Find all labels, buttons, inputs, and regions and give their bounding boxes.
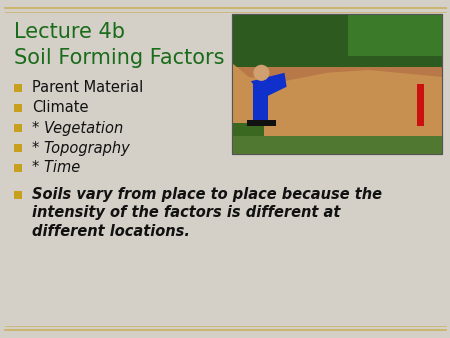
Text: Lecture 4b: Lecture 4b	[14, 22, 125, 42]
Circle shape	[254, 66, 269, 80]
Bar	[14, 191, 22, 199]
Text: * Time: * Time	[32, 161, 80, 175]
Text: intensity of the factors is different at: intensity of the factors is different at	[32, 206, 340, 220]
Bar	[232, 136, 442, 154]
Bar	[14, 124, 22, 132]
Text: Climate: Climate	[32, 100, 89, 116]
Bar	[232, 14, 442, 154]
Bar	[232, 14, 442, 67]
Bar	[232, 14, 442, 154]
Polygon shape	[232, 63, 442, 154]
Polygon shape	[251, 73, 287, 98]
Text: different locations.: different locations.	[32, 223, 190, 239]
Bar	[247, 120, 276, 126]
Bar	[14, 104, 22, 112]
Text: Soil Forming Factors: Soil Forming Factors	[14, 48, 225, 68]
Bar	[14, 84, 22, 92]
Bar	[347, 14, 442, 56]
Bar	[14, 164, 22, 172]
Text: * Vegetation: * Vegetation	[32, 121, 123, 136]
Text: Parent Material: Parent Material	[32, 80, 143, 96]
Bar	[253, 81, 268, 126]
Bar	[417, 84, 424, 126]
Text: Soils vary from place to place because the: Soils vary from place to place because t…	[32, 188, 382, 202]
Text: * Topography: * Topography	[32, 141, 130, 155]
Bar	[14, 144, 22, 152]
Bar	[232, 123, 264, 136]
